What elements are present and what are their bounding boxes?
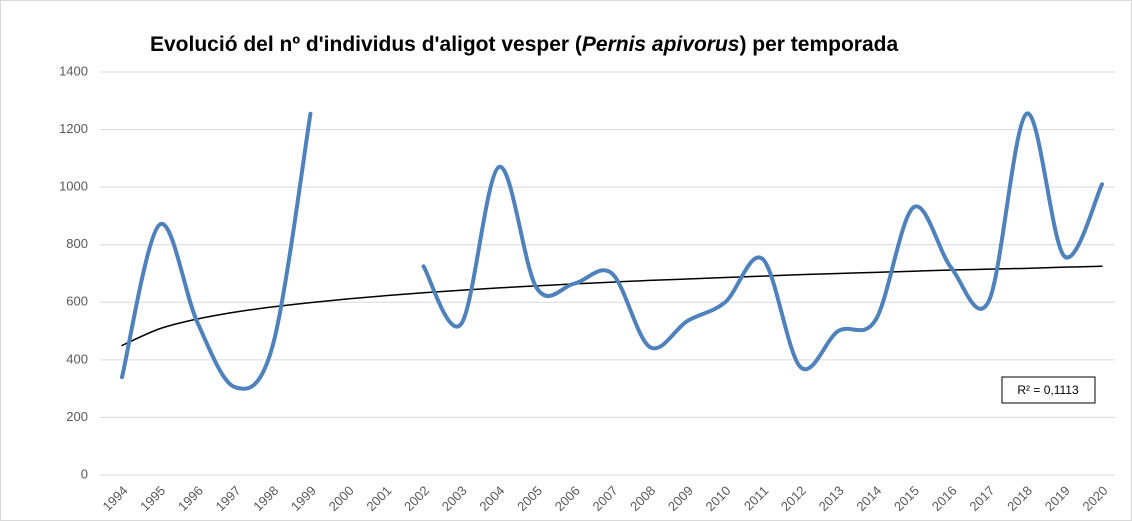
y-tick-label: 1400 xyxy=(59,63,88,78)
series-line xyxy=(120,111,313,391)
title-part: Evolució del nº d'individus d'aligot ves… xyxy=(150,33,582,56)
y-tick-label: 800 xyxy=(66,236,88,251)
y-tick-label: 1200 xyxy=(59,121,88,136)
y-tick-label: 200 xyxy=(66,409,88,424)
series-line xyxy=(421,111,1104,372)
title-part: ) per temporada xyxy=(739,33,898,56)
y-tick-label: 600 xyxy=(66,294,88,309)
trendline-label-box xyxy=(1001,376,1096,404)
y-tick-label: 400 xyxy=(66,351,88,366)
y-tick-label: 0 xyxy=(81,466,88,481)
y-tick-label: 1000 xyxy=(59,179,88,194)
trendline-label: R² = 0,1113 xyxy=(1017,383,1079,397)
trendline xyxy=(121,265,1103,347)
title-part: Pernis apivorus xyxy=(582,33,740,56)
chart-title: Evolució del nº d'individus d'aligot ves… xyxy=(150,33,898,56)
